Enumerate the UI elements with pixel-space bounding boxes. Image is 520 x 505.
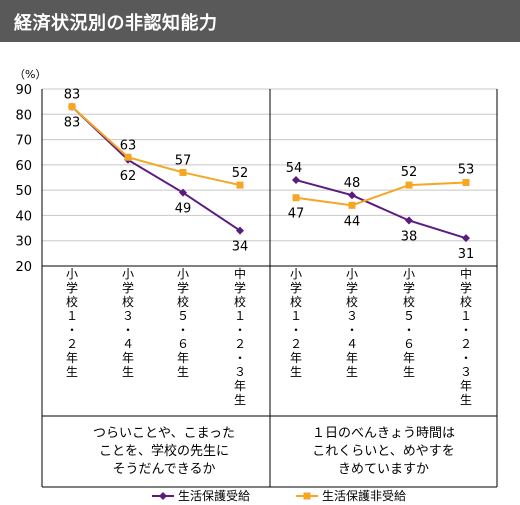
legend-label: 生活保護受給 xyxy=(178,488,250,503)
data-point xyxy=(179,168,187,176)
data-point xyxy=(348,201,356,209)
data-point xyxy=(405,216,413,225)
series-line xyxy=(71,105,241,232)
data-label: 52 xyxy=(401,165,418,180)
series-line xyxy=(295,179,467,240)
data-label: 48 xyxy=(344,176,361,191)
data-point xyxy=(68,103,76,111)
data-label: 44 xyxy=(344,214,361,229)
x-tick-label: 小学校１・２年生 xyxy=(290,267,302,379)
data-label: 57 xyxy=(175,153,192,168)
data-label: 49 xyxy=(175,202,192,217)
y-tick-label: 80 xyxy=(15,108,32,123)
data-point xyxy=(348,191,356,200)
data-point xyxy=(236,181,244,189)
group-label: つらいことや、こまったことを、学校の先生にそうだんできるか xyxy=(93,426,235,477)
data-label: 83 xyxy=(64,88,81,103)
data-point xyxy=(292,176,300,185)
data-label: 34 xyxy=(232,240,249,255)
data-label: 62 xyxy=(120,169,137,184)
y-tick-label: 40 xyxy=(15,209,32,224)
y-tick-label: 30 xyxy=(15,235,32,250)
x-tick-label: 中学校１・２・３年生 xyxy=(460,266,472,407)
y-tick-label: 70 xyxy=(15,134,32,149)
x-tick-label: 小学校５・６年生 xyxy=(177,267,189,379)
y-tick-label: 60 xyxy=(15,159,32,174)
x-tick-label: 小学校１・２年生 xyxy=(66,267,78,379)
data-label: 52 xyxy=(232,166,249,181)
data-point xyxy=(292,194,300,202)
data-point xyxy=(179,188,187,197)
data-label: 83 xyxy=(64,116,81,131)
data-label: 54 xyxy=(286,161,303,176)
chart-title: 経済状況別の非認知能力 xyxy=(14,13,218,34)
legend-label: 生活保護非受給 xyxy=(322,488,406,503)
series-line xyxy=(71,105,241,187)
data-point xyxy=(236,226,244,235)
data-label: 53 xyxy=(458,163,475,178)
chart-header: 経済状況別の非認知能力 xyxy=(0,0,520,42)
y-tick-label: 50 xyxy=(15,184,32,199)
data-label: 63 xyxy=(120,138,137,153)
legend-marker xyxy=(159,492,167,500)
data-point xyxy=(462,234,470,243)
x-tick-label: 小学校３・４年生 xyxy=(346,267,358,379)
data-point xyxy=(462,179,470,187)
data-point xyxy=(124,153,132,161)
data-label: 38 xyxy=(401,229,418,244)
series-line xyxy=(295,181,467,207)
data-point xyxy=(405,181,413,189)
legend-marker xyxy=(303,492,311,500)
data-label: 31 xyxy=(458,247,475,262)
group-label: １日のべんきょう時間はこれくらいと、めやすをきめていますか xyxy=(312,426,455,477)
y-tick-label: 20 xyxy=(15,260,32,275)
x-tick-label: 小学校３・４年生 xyxy=(122,267,134,379)
y-axis-unit: （%） xyxy=(14,68,47,81)
data-label: 47 xyxy=(288,207,305,222)
x-tick-label: 小学校５・６年生 xyxy=(403,267,415,379)
x-tick-label: 中学校１・２・３年生 xyxy=(234,266,246,407)
y-tick-label: 90 xyxy=(15,83,32,98)
